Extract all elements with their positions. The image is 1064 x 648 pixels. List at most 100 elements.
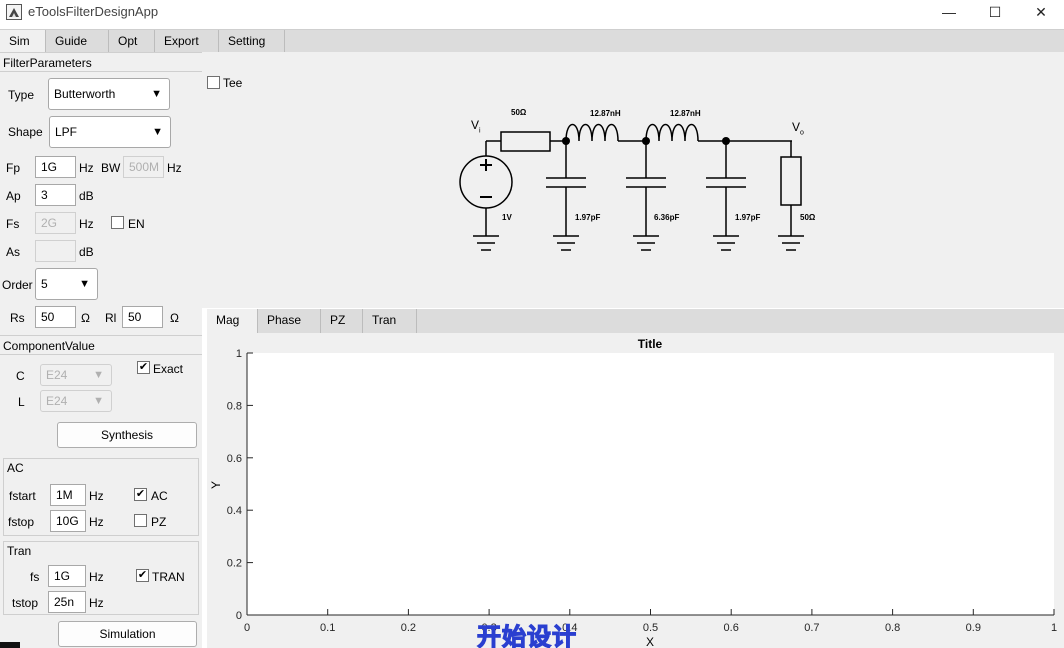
tab-guide[interactable]: Guide — [46, 30, 109, 53]
fstop-label: fstop — [8, 515, 35, 529]
ac-group — [3, 458, 199, 536]
y-tick-label: 0.8 — [227, 400, 242, 412]
x-axis-label: X — [646, 635, 654, 648]
fstop-input[interactable]: 10G — [50, 510, 86, 532]
chart-title: Title — [638, 337, 663, 351]
tstop-input[interactable]: 25n — [48, 591, 86, 613]
as-label: As — [6, 245, 21, 259]
en-checkbox[interactable] — [111, 216, 124, 229]
tab-opt[interactable]: Opt — [109, 30, 155, 53]
rl-input[interactable]: 50 — [122, 306, 163, 328]
rl-value-label: 50Ω — [800, 213, 816, 222]
magnitude-chart: Title X Y 0 0.1 0.2 0.3 0.4 0.5 0.6 0.7 0.8 0.9 1 0… — [209, 337, 1057, 648]
shape-dropdown[interactable]: LPF ▼ — [49, 116, 171, 148]
ap-input[interactable]: 3 — [35, 184, 76, 206]
minimize-icon: — — [942, 4, 956, 20]
tab-pz[interactable]: PZ — [321, 309, 363, 333]
shape-value: LPF — [55, 125, 78, 139]
x-tick-label: 0.8 — [885, 622, 900, 634]
minimize-button[interactable]: — — [926, 0, 972, 24]
x-tick-label: 0.3 — [481, 622, 496, 634]
tee-label: Tee — [223, 76, 243, 90]
tstop-label: tstop — [12, 596, 39, 610]
x-tick-label: 0.7 — [804, 622, 819, 634]
tran-fs-unit: Hz — [89, 570, 104, 584]
component-value-header: ComponentValue — [0, 335, 202, 355]
fs-unit: Hz — [79, 217, 94, 231]
close-icon: ✕ — [1035, 3, 1047, 20]
c-series-value: E24 — [46, 368, 68, 382]
tab-sim[interactable]: Sim — [0, 30, 46, 53]
order-label: Order — [2, 278, 33, 292]
chevron-down-icon: ▼ — [93, 395, 104, 407]
fstart-input[interactable]: 1M — [50, 484, 86, 506]
fp-input[interactable]: 1G — [35, 156, 76, 178]
c-label: C — [16, 369, 25, 383]
simulation-button[interactable]: Simulation — [58, 621, 197, 647]
rs-input[interactable]: 50 — [35, 306, 76, 328]
fs-input[interactable]: 2G — [35, 212, 76, 234]
rs-unit: Ω — [81, 311, 90, 325]
synthesis-button[interactable]: Synthesis — [57, 422, 197, 448]
tran-group — [3, 541, 199, 615]
left-panel: FilterParameters Type Butterworth ▼ Shap… — [0, 52, 202, 648]
tee-checkbox[interactable] — [207, 76, 220, 89]
c-series-dropdown[interactable]: E24 ▼ — [40, 364, 112, 386]
pz-checkbox[interactable] — [134, 514, 147, 527]
c1-value-label: 1.97pF — [575, 213, 601, 222]
shape-label: Shape — [8, 125, 43, 139]
tab-phase[interactable]: Phase — [258, 309, 321, 333]
type-dropdown[interactable]: Butterworth ▼ — [48, 78, 170, 110]
ap-unit: dB — [79, 189, 94, 203]
rl-unit: Ω — [170, 311, 179, 325]
fs-label: Fs — [6, 217, 20, 231]
tran-fs-input[interactable]: 1G — [48, 565, 86, 587]
l-series-value: E24 — [46, 394, 68, 408]
tab-tran[interactable]: Tran — [363, 309, 417, 333]
plot-background — [247, 353, 1054, 615]
corner-marker — [0, 642, 20, 648]
tab-mag[interactable]: Mag — [207, 309, 258, 333]
x-tick-label: 0 — [244, 622, 250, 634]
type-label: Type — [8, 88, 35, 102]
tran-checkbox[interactable]: ✔ — [136, 569, 149, 582]
fstart-unit: Hz — [89, 489, 104, 503]
source-resistor-icon — [500, 131, 551, 152]
x-tick-label: 0.9 — [966, 622, 981, 634]
main-tabbar: Sim Guide Opt Export Setting — [0, 29, 1064, 53]
bw-label: BW — [101, 161, 121, 175]
tstop-unit: Hz — [89, 596, 104, 610]
exact-checkbox[interactable]: ✔ — [137, 361, 150, 374]
fstop-unit: Hz — [89, 515, 104, 529]
c3-value-label: 1.97pF — [735, 213, 761, 222]
order-dropdown[interactable]: 5 ▼ — [35, 268, 98, 300]
x-tick-label: 1 — [1051, 622, 1057, 634]
as-input[interactable] — [35, 240, 76, 262]
c2-value-label: 6.36pF — [654, 213, 680, 222]
fp-label: Fp — [6, 161, 21, 175]
vout-label: Vo — [792, 120, 804, 137]
ac-checkbox[interactable]: ✔ — [134, 488, 147, 501]
y-tick-label: 0.4 — [227, 505, 242, 517]
tab-setting[interactable]: Setting — [219, 30, 285, 53]
source-voltage-label: 1V — [502, 213, 512, 222]
bw-unit: Hz — [167, 161, 182, 175]
rs-label: Rs — [10, 311, 25, 325]
app-icon — [6, 4, 22, 20]
schematic-panel: Tee — [202, 52, 1064, 308]
inductor-l1-icon — [565, 123, 619, 142]
ap-label: Ap — [6, 189, 21, 203]
x-tick-label: 0.1 — [320, 622, 335, 634]
maximize-icon: ☐ — [988, 3, 1002, 20]
maximize-button[interactable]: ☐ — [972, 0, 1018, 24]
tran-checkbox-label: TRAN — [152, 570, 185, 584]
tab-export[interactable]: Export — [155, 30, 219, 53]
x-tick-label: 0.6 — [724, 622, 739, 634]
l-series-dropdown[interactable]: E24 ▼ — [40, 390, 112, 412]
close-button[interactable]: ✕ — [1018, 0, 1064, 24]
y-tick-label: 0.2 — [227, 558, 242, 570]
bw-input[interactable]: 500M — [123, 156, 164, 178]
chevron-down-icon: ▼ — [93, 369, 104, 381]
ac-checkbox-label: AC — [151, 489, 168, 503]
l-label: L — [18, 395, 25, 409]
